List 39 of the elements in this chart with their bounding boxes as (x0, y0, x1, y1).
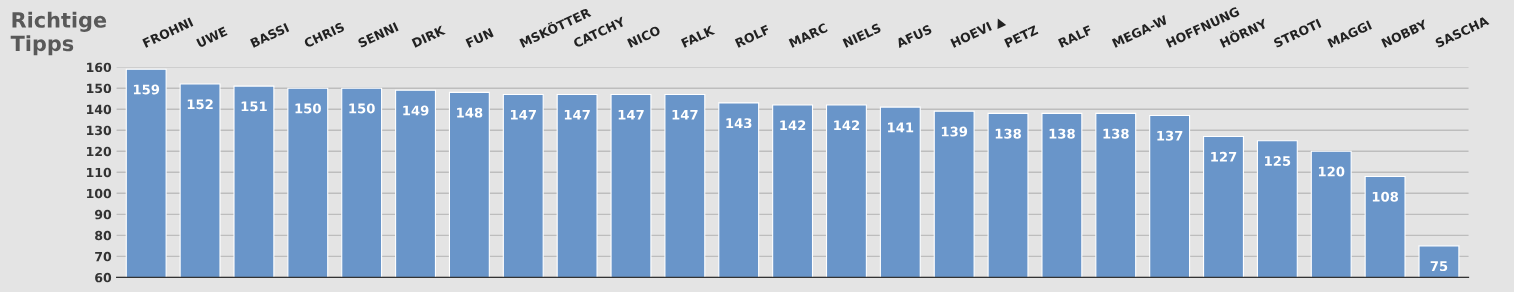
y-tick-label: 160 (87, 62, 112, 73)
data-label: 147 (672, 109, 698, 120)
y-tick-label: 100 (87, 188, 112, 199)
y-tick-label: 140 (87, 104, 112, 115)
data-label: 150 (295, 103, 321, 114)
data-label: 75 (1430, 261, 1448, 272)
y-tick-label: 90 (94, 209, 112, 220)
data-label: 138 (1049, 128, 1075, 139)
y-tick-label: 110 (87, 167, 112, 178)
data-label: 141 (888, 122, 914, 133)
data-label: 148 (457, 107, 483, 118)
x-tick-label: UWE (196, 26, 228, 48)
data-label: 150 (349, 103, 375, 114)
y-tick-label: 80 (95, 230, 112, 241)
data-label: 127 (1211, 151, 1237, 162)
data-label: 147 (510, 109, 536, 120)
data-label: 149 (403, 105, 429, 116)
data-label: 138 (995, 128, 1021, 139)
data-label: 147 (564, 109, 590, 120)
data-label: 159 (133, 84, 160, 95)
data-label: 147 (618, 109, 644, 120)
chart-title: Richtige Tipps (10, 11, 107, 56)
data-label: 143 (726, 118, 752, 129)
data-label: 138 (1103, 128, 1129, 139)
data-label: 137 (1157, 130, 1183, 141)
y-tick-label: 60 (95, 272, 112, 283)
data-label: 152 (187, 99, 213, 110)
y-tick-label: 130 (87, 125, 112, 136)
data-label: 139 (941, 126, 968, 137)
data-label: 125 (1265, 155, 1291, 166)
data-label: 120 (1318, 166, 1345, 177)
data-label: 151 (241, 101, 267, 112)
data-label: 142 (834, 120, 860, 131)
data-label: 108 (1372, 191, 1399, 202)
y-tick-label: 70 (95, 251, 112, 262)
y-tick-label: 150 (87, 83, 112, 94)
y-tick-label: 120 (87, 146, 112, 157)
data-label: 142 (780, 120, 806, 131)
x-tick-label: FUN (465, 28, 494, 48)
